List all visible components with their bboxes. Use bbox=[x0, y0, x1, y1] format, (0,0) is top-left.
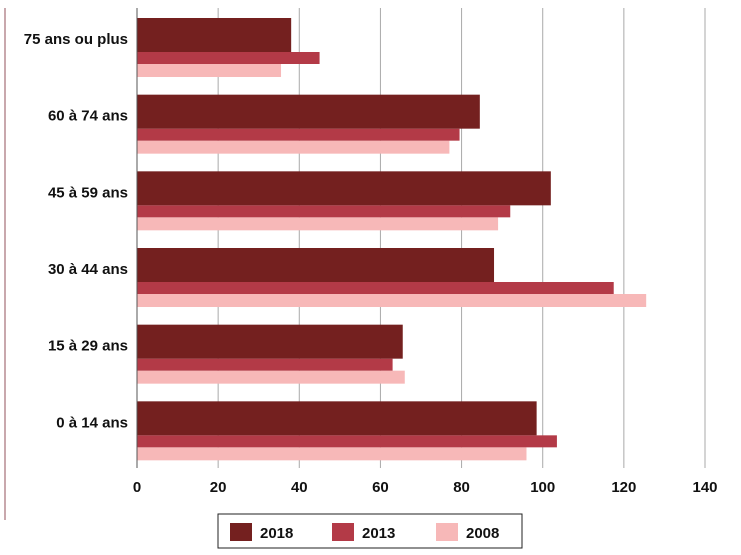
bar-2008 bbox=[137, 64, 282, 77]
bar-2018 bbox=[137, 324, 403, 359]
bar-2008 bbox=[137, 294, 647, 307]
legend-label: 2013 bbox=[362, 525, 395, 542]
bar-2013 bbox=[137, 435, 557, 448]
category-label: 15 à 29 ans bbox=[48, 338, 128, 355]
bar-2013 bbox=[137, 205, 511, 218]
bar-2008 bbox=[137, 140, 450, 154]
category-label: 45 à 59 ans bbox=[48, 184, 128, 201]
legend-box bbox=[217, 513, 523, 549]
x-tick-label: 40 bbox=[291, 479, 308, 496]
bar-2013 bbox=[137, 358, 393, 371]
bar-2018 bbox=[137, 18, 292, 52]
x-tick-labels: 0 20 40 60 80 100 120 140 bbox=[133, 479, 718, 496]
x-tick-label: 80 bbox=[453, 479, 470, 496]
legend-swatch-2018 bbox=[230, 523, 252, 541]
category-label: 30 à 44 ans bbox=[48, 261, 128, 278]
bar-2008 bbox=[137, 447, 527, 461]
bars-layer bbox=[137, 18, 647, 461]
category-label: 0 à 14 ans bbox=[56, 414, 128, 431]
bar-2013 bbox=[137, 128, 460, 141]
bar-2018 bbox=[137, 171, 551, 206]
legend-swatch-2008 bbox=[436, 523, 458, 541]
bar-2008 bbox=[137, 217, 499, 231]
legend-label: 2008 bbox=[466, 525, 499, 542]
x-tick-label: 140 bbox=[692, 479, 717, 496]
legend-swatch-2013 bbox=[332, 523, 354, 541]
x-tick-label: 100 bbox=[530, 479, 555, 496]
bar-2013 bbox=[137, 52, 320, 64]
bar-2013 bbox=[137, 282, 614, 294]
x-tick-label: 60 bbox=[372, 479, 389, 496]
legend: 2018 2013 2008 bbox=[217, 513, 523, 549]
category-labels: 75 ans ou plus 60 à 74 ans 45 à 59 ans 30 à… bbox=[24, 31, 128, 431]
x-tick-label: 0 bbox=[133, 479, 141, 496]
bar-2008 bbox=[137, 370, 405, 384]
bar-2018 bbox=[137, 248, 495, 282]
category-label: 60 à 74 ans bbox=[48, 108, 128, 125]
category-label: 75 ans ou plus bbox=[24, 31, 128, 48]
bar-2018 bbox=[137, 94, 480, 129]
x-tick-label: 120 bbox=[611, 479, 636, 496]
bar-2018 bbox=[137, 401, 537, 436]
grid-layer bbox=[217, 8, 706, 468]
x-tick-label: 20 bbox=[210, 479, 227, 496]
legend-label: 2018 bbox=[260, 525, 293, 542]
